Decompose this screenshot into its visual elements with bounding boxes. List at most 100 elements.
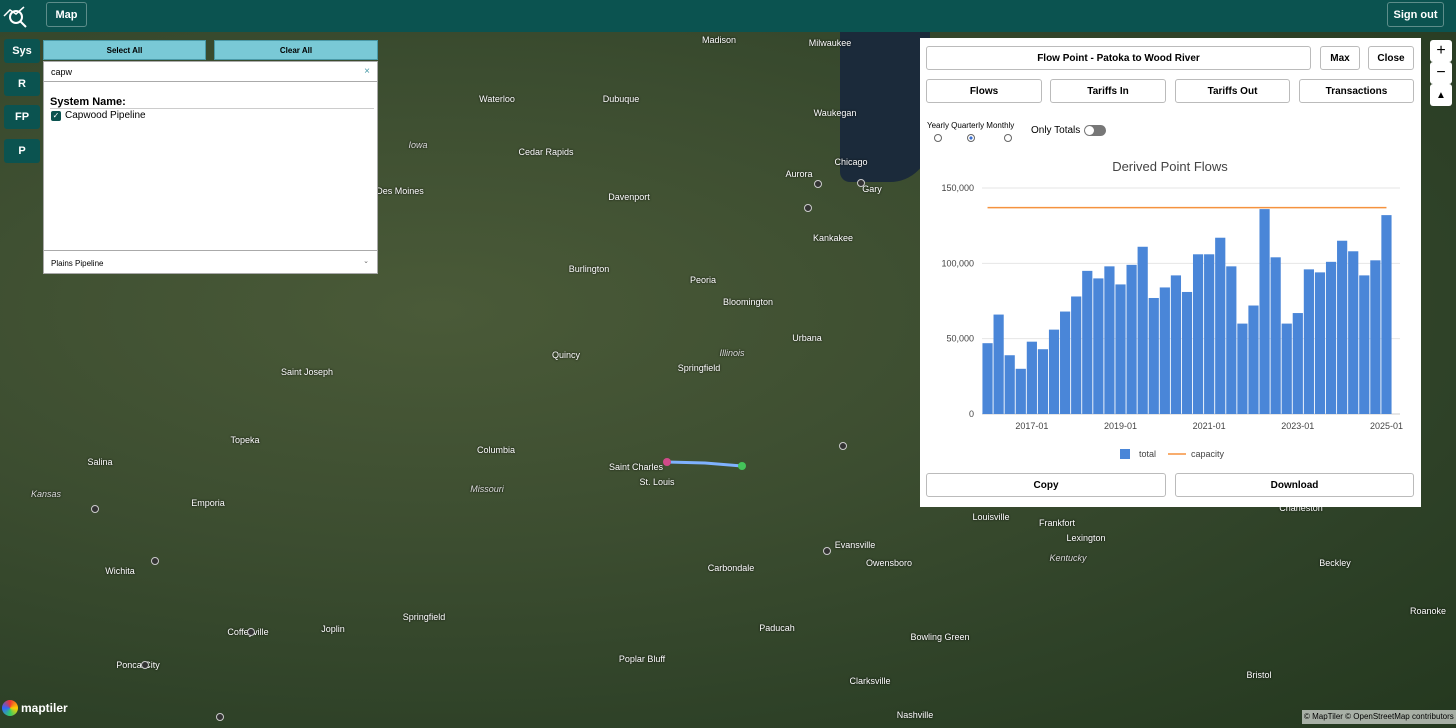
only-totals: Only Totals xyxy=(1031,125,1081,136)
map-point[interactable] xyxy=(857,179,865,187)
map-label: Milwaukee xyxy=(808,38,852,48)
map-point[interactable] xyxy=(216,713,224,721)
map-label: Cedar Rapids xyxy=(518,147,574,157)
bar xyxy=(1292,313,1303,414)
copy-button[interactable]: Copy xyxy=(926,473,1166,497)
bar xyxy=(993,314,1004,414)
pipeline-end[interactable] xyxy=(738,462,746,470)
map-point[interactable] xyxy=(91,505,99,513)
bar xyxy=(1337,240,1348,414)
map-button[interactable]: Map xyxy=(46,2,87,27)
map-label: Des Moines xyxy=(376,186,424,196)
fp-button[interactable]: FP xyxy=(4,105,40,129)
map-label: Nashville xyxy=(896,710,934,720)
map-label: Bowling Green xyxy=(910,632,970,642)
lake xyxy=(840,32,930,182)
x-tick-label: 2021-01 xyxy=(1193,421,1226,431)
bar xyxy=(1159,287,1170,414)
map-label: Iowa xyxy=(408,140,428,150)
tab[interactable]: Flows xyxy=(926,79,1042,103)
bar xyxy=(1370,260,1381,414)
map-label: Missouri xyxy=(470,484,504,494)
toggle[interactable] xyxy=(1084,125,1106,136)
clear-search[interactable]: × xyxy=(364,66,370,77)
legend-label: total xyxy=(1139,449,1156,459)
radio[interactable] xyxy=(1004,134,1012,142)
p-button[interactable]: P xyxy=(4,139,40,163)
panel-title: Flow Point - Patoka to Wood River xyxy=(926,46,1311,70)
maptiler-logo[interactable]: maptiler xyxy=(21,701,68,715)
pipeline[interactable] xyxy=(666,460,743,468)
chart-title: Derived Point Flows xyxy=(1112,159,1228,174)
x-tick-label: 2019-01 xyxy=(1104,421,1137,431)
dropdown[interactable]: Plains Pipeline xyxy=(44,250,377,274)
bar xyxy=(1381,215,1392,414)
map-point[interactable] xyxy=(247,628,255,636)
map-label: Springfield xyxy=(677,363,721,373)
map-label: Paducah xyxy=(759,623,795,633)
header: Map Sign out xyxy=(0,0,1456,32)
map-label: Waukegan xyxy=(813,108,857,118)
close-button[interactable]: Close xyxy=(1368,46,1414,70)
map-label: Louisville xyxy=(972,512,1010,522)
bar xyxy=(1015,368,1026,414)
map-point[interactable] xyxy=(141,661,149,669)
map-label: Evansville xyxy=(834,540,876,550)
map-label: Owensboro xyxy=(865,558,913,568)
compass[interactable]: ▲ xyxy=(1430,84,1452,106)
bar xyxy=(1259,209,1270,414)
bar xyxy=(1237,323,1248,414)
list-item[interactable]: Capwood Pipeline xyxy=(65,110,146,121)
map-label: Salina xyxy=(87,457,113,467)
bar xyxy=(982,343,993,414)
map-point[interactable] xyxy=(804,204,812,212)
bar xyxy=(1281,323,1292,414)
clear-all[interactable]: Clear All xyxy=(214,40,378,60)
map-point[interactable] xyxy=(823,547,831,555)
attribution[interactable]: © MapTiler © OpenStreetMap contributors xyxy=(1302,710,1456,724)
tab[interactable]: Tariffs Out xyxy=(1175,79,1290,103)
map-point[interactable] xyxy=(814,180,822,188)
map-label: Saint Joseph xyxy=(280,367,334,377)
y-tick-label: 0 xyxy=(969,409,974,419)
map-label: Charleston xyxy=(1279,503,1323,513)
zoom-out[interactable]: − xyxy=(1430,62,1452,84)
r-button[interactable]: R xyxy=(4,72,40,96)
logo xyxy=(3,6,27,28)
bar xyxy=(1170,275,1182,414)
tab[interactable]: Tariffs In xyxy=(1050,79,1166,103)
map-label: Poplar Bluff xyxy=(618,654,666,664)
pipeline-start[interactable] xyxy=(663,458,671,466)
radio[interactable] xyxy=(934,134,942,142)
map-point[interactable] xyxy=(151,557,159,565)
zoom-in[interactable]: + xyxy=(1430,40,1452,62)
download-button[interactable]: Download xyxy=(1175,473,1414,497)
map-label: Topeka xyxy=(230,435,260,445)
tab[interactable]: Transactions xyxy=(1299,79,1414,103)
maptiler-icon xyxy=(2,700,18,716)
search[interactable]: capw xyxy=(44,62,377,82)
map-label: Kansas xyxy=(30,489,62,499)
legend-swatch xyxy=(1120,449,1130,459)
map-label: Kentucky xyxy=(1049,553,1087,563)
map-label: Carbondale xyxy=(707,563,755,573)
bar xyxy=(1270,257,1281,414)
bar xyxy=(1104,266,1115,414)
x-tick-label: 2025-01 xyxy=(1370,421,1403,431)
map-label: Illinois xyxy=(719,348,745,358)
map-label: Wichita xyxy=(105,566,135,576)
legend-label: capacity xyxy=(1191,449,1225,459)
sign-out[interactable]: Sign out xyxy=(1387,2,1444,27)
bar xyxy=(1303,269,1314,414)
bar xyxy=(1359,275,1370,414)
max-button[interactable]: Max xyxy=(1320,46,1360,70)
bar xyxy=(1348,251,1359,414)
map-label: St. Louis xyxy=(639,477,675,487)
bar xyxy=(1248,305,1259,414)
map-point[interactable] xyxy=(839,442,847,450)
select-all[interactable]: Select All xyxy=(43,40,206,60)
map-label: Dubuque xyxy=(602,94,640,104)
radio[interactable] xyxy=(967,134,975,142)
sys-button[interactable]: Sys xyxy=(4,39,40,63)
checkbox[interactable]: ✓ xyxy=(51,111,61,121)
